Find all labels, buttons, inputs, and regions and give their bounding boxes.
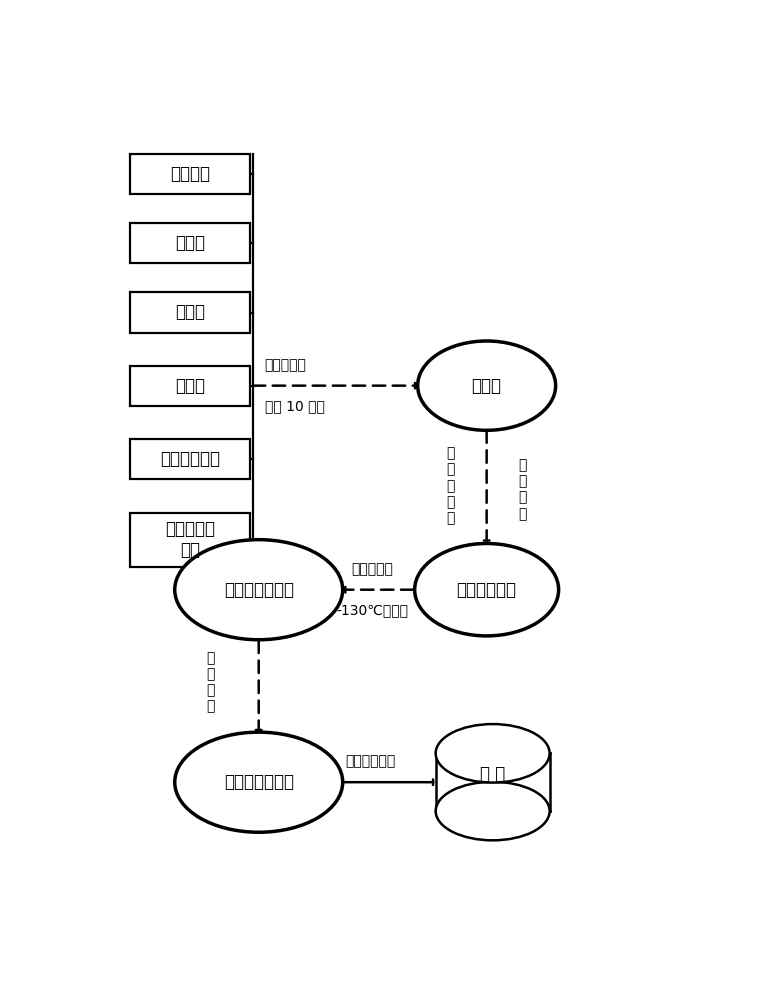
Text: 深冷磨粉机: 深冷磨粉机 [351,562,394,576]
Text: 成核剂: 成核剂 [175,377,205,395]
Bar [436,753,550,811]
Text: 尼龙树脂: 尼龙树脂 [170,165,210,183]
Ellipse shape [436,724,550,783]
Text: 未干燥的尼龙粉: 未干燥的尼龙粉 [224,581,293,599]
Text: 混合 10 分钟: 混合 10 分钟 [265,399,324,413]
Text: 螺
杆
挤
出
机: 螺 杆 挤 出 机 [447,446,455,525]
Text: 挤
出
改
性: 挤 出 改 性 [519,458,527,521]
Text: 成 品: 成 品 [480,766,505,784]
Ellipse shape [415,544,559,636]
Ellipse shape [175,732,343,832]
Ellipse shape [175,540,343,640]
Text: 附着力促进剂: 附着力促进剂 [159,450,220,468]
Text: 抗菌银离子
母粒: 抗菌银离子 母粒 [165,520,214,559]
Bar [130,223,250,263]
Bar [130,439,250,479]
Bar [130,366,250,406]
Text: 超声波筛分机: 超声波筛分机 [346,754,396,768]
Ellipse shape [436,782,550,840]
Text: 抗氧剂: 抗氧剂 [175,234,205,252]
Text: 流平剂: 流平剂 [175,304,205,322]
Text: 预混料: 预混料 [471,377,502,395]
Text: 改性尼龙颗粒: 改性尼龙颗粒 [457,581,517,599]
Text: -130℃下磨粉: -130℃下磨粉 [337,604,409,618]
Bar [130,513,250,567]
Text: 微
波
干
燥: 微 波 干 燥 [207,651,215,713]
Text: 干燥好的尼龙粉: 干燥好的尼龙粉 [224,773,293,791]
Bar [130,292,250,333]
Text: 高速混合机: 高速混合机 [265,359,307,373]
Bar [130,154,250,194]
Ellipse shape [418,341,556,430]
